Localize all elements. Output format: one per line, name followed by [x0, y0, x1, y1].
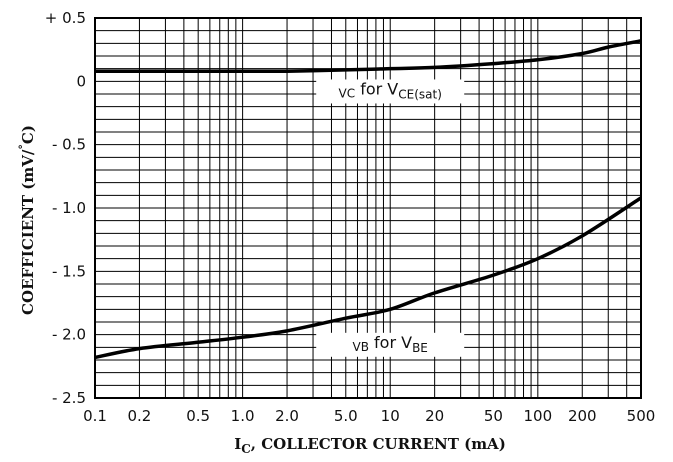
curve-labels: VC for VCE(sat) VB for VBE: [316, 79, 465, 357]
x-tick-label: 0.5: [186, 407, 210, 425]
y-tick-label: - 2.5: [52, 389, 86, 407]
x-tick-label: 0.1: [83, 407, 107, 425]
x-tick-label: 5.0: [334, 407, 358, 425]
y-tick-label: - 1.5: [52, 262, 86, 280]
series-1-line: [94, 39, 642, 74]
x-axis-title: IC, COLLECTOR CURRENT (mA): [234, 435, 506, 456]
series-1-label: VC for VCE(sat): [339, 79, 442, 101]
y-tick-label: - 1.0: [52, 199, 86, 217]
x-tick-label: 0.2: [128, 407, 152, 425]
x-tick-label: 50: [484, 407, 503, 425]
series-2-label-box: [316, 332, 465, 357]
x-tick-label: 500: [627, 407, 656, 425]
plot-frame: [94, 17, 642, 399]
x-tick-label: 200: [568, 407, 597, 425]
x-tick-label: 2.0: [275, 407, 299, 425]
series-1-label-box: [316, 79, 465, 104]
x-tick-label: 100: [524, 407, 553, 425]
x-tick-label: 20: [425, 407, 444, 425]
y-tick-label: - 0.5: [52, 136, 86, 154]
y-tick-label: 0: [76, 72, 86, 90]
x-tick-label: 1.0: [231, 407, 255, 425]
curves: [94, 39, 642, 360]
y-tick-label: + 0.5: [45, 9, 86, 27]
y-tick-label: - 2.0: [52, 326, 86, 344]
x-tick-label: 10: [381, 407, 400, 425]
x-tick-labels: 0.1 0.2 0.5 1.0 2.0 5.0 10 20 50 100 200 500: [83, 407, 655, 425]
y-tick-labels: + 0.5 0 - 0.5 - 1.0 - 1.5 - 2.0 - 2.5: [45, 9, 86, 407]
series-2-line: [94, 196, 642, 360]
y-axis-title: COEFFICIENT (mV/°C): [17, 125, 37, 315]
series-2-label: VB for VBE: [353, 333, 428, 355]
